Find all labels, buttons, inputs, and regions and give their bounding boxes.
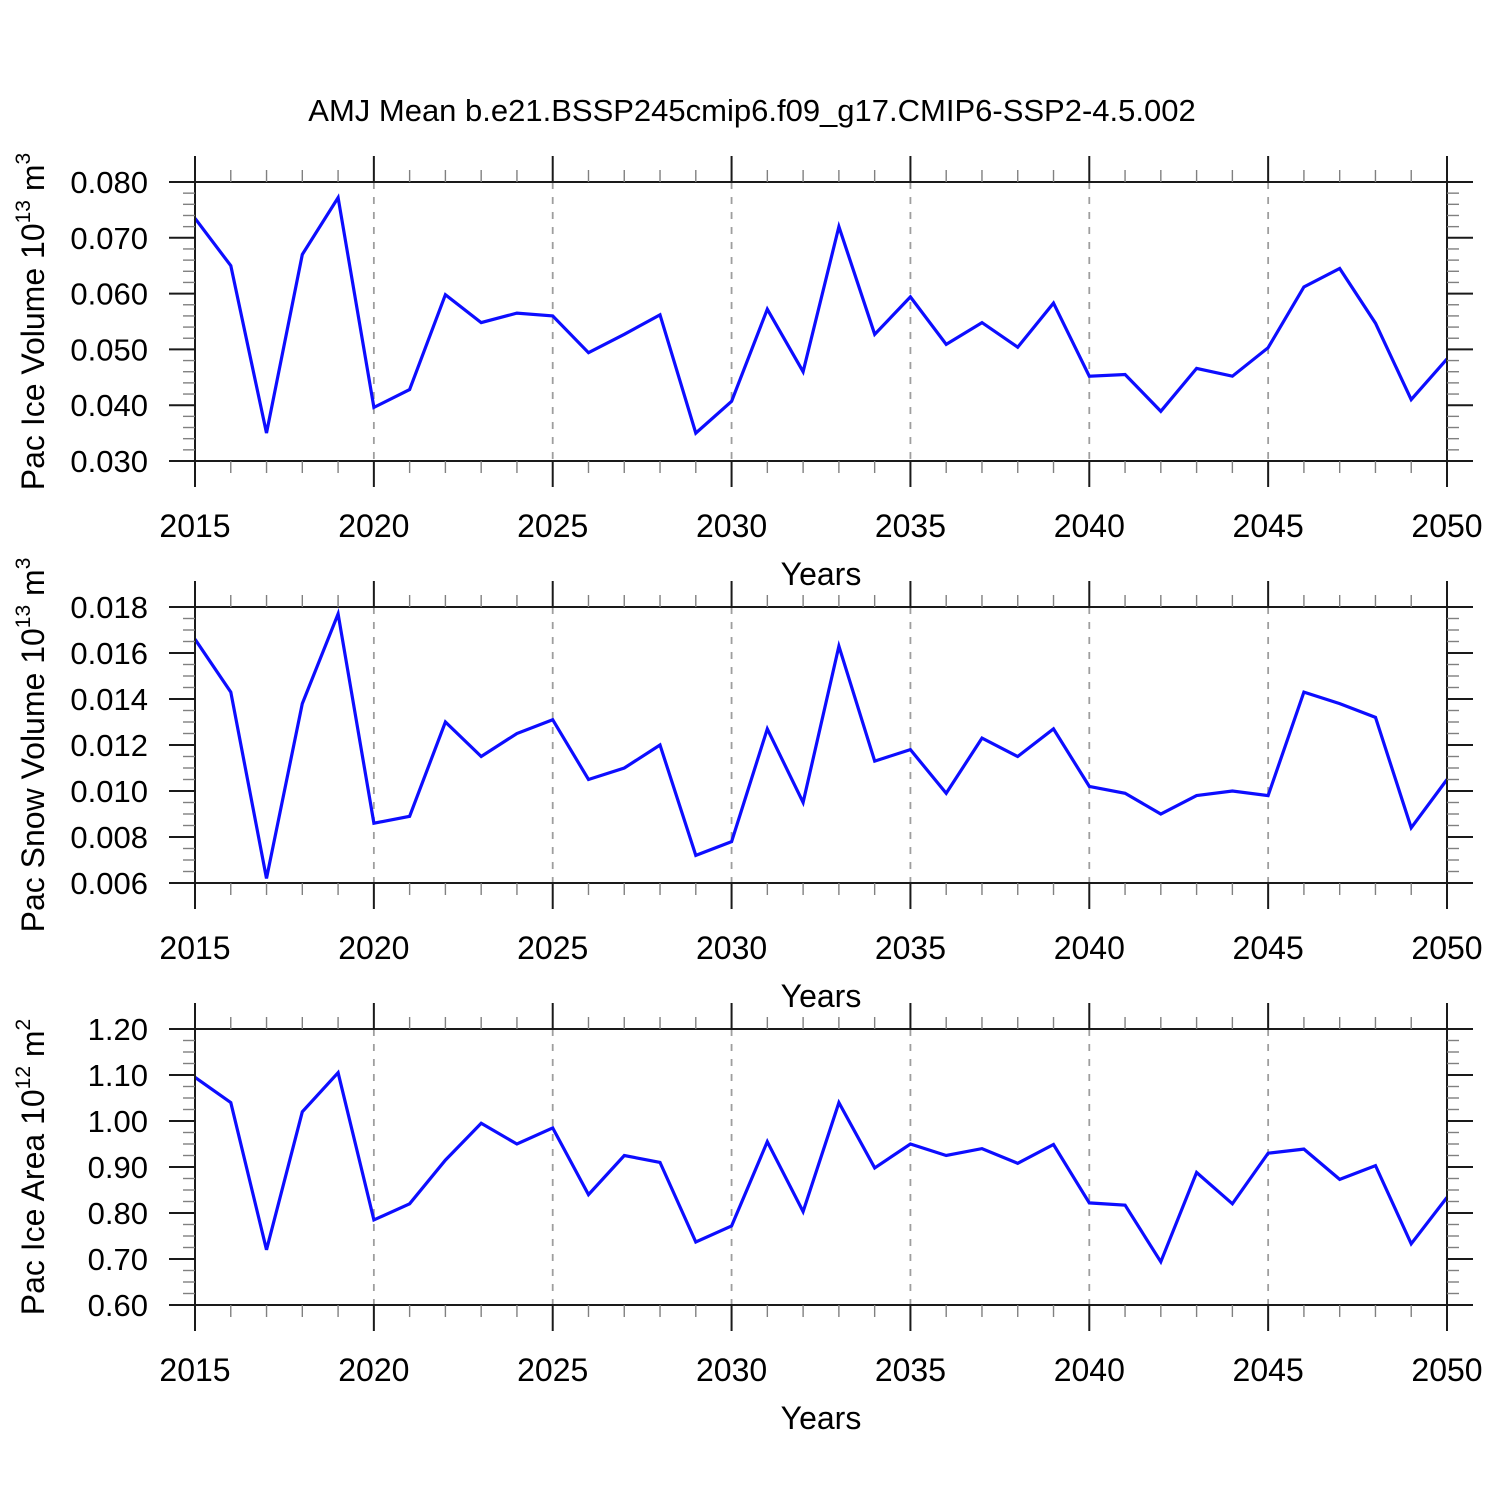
panel-2: 2015 2020 2025 2030 2035 2040 2045 2050 0.006 0.0…	[12, 558, 1483, 1014]
x-tick-label: 2040	[1054, 508, 1125, 544]
x-tick-label: 2025	[517, 508, 588, 544]
x-tick-label: 2035	[875, 508, 946, 544]
plot-frame	[194, 181, 1448, 462]
plot-frame	[194, 606, 1448, 884]
x-tick-label: 2020	[338, 508, 409, 544]
x-tick-label: 2045	[1233, 508, 1304, 544]
y-tick-label: 0.006	[70, 866, 148, 901]
y-axis-title: Pac Ice Volume 1013 m3	[12, 153, 51, 490]
x-tick-label: 2020	[338, 930, 409, 966]
y-tick-label: 0.70	[88, 1242, 148, 1277]
y-tick-label: 0.080	[70, 165, 148, 200]
y-tick-label: 0.070	[70, 221, 148, 256]
x-tick-label: 2045	[1233, 1352, 1304, 1388]
y-tick-label: 1.00	[88, 1104, 148, 1139]
y-tick-label: 0.014	[70, 682, 148, 717]
x-tick-label: 2040	[1054, 930, 1125, 966]
y-axis-title-text: m	[15, 569, 51, 605]
x-tick-label: 2025	[517, 930, 588, 966]
y-axis-title-superscript: 12	[12, 1066, 35, 1089]
data-line	[194, 1069, 1449, 1266]
x-axis-title: Years	[781, 1400, 862, 1436]
panel-1: 2015 2020 2025 2030 2035 2040 2045 2050 0.030 0.0…	[12, 153, 1483, 592]
x-tick-label: 2015	[159, 508, 230, 544]
y-axis-title: Pac Snow Volume 1013 m3	[12, 558, 51, 933]
x-tick-label: 2015	[159, 930, 230, 966]
y-axis-title-superscript: 13	[12, 605, 35, 628]
data-line	[193, 193, 1449, 436]
y-axis-title-superscript: 3	[12, 558, 35, 570]
x-tick-label: 2045	[1233, 930, 1304, 966]
y-tick-label: 0.018	[70, 590, 148, 625]
data-line	[193, 608, 1449, 879]
y-tick-label: 0.60	[88, 1288, 148, 1323]
x-tick-label: 2050	[1411, 508, 1482, 544]
y-axis-title-superscript: 3	[12, 153, 35, 165]
x-tick-label: 2050	[1411, 1352, 1482, 1388]
y-tick-label: 1.10	[88, 1058, 148, 1093]
x-tick-label: 2030	[696, 1352, 767, 1388]
x-tick-label: 2030	[696, 930, 767, 966]
y-tick-label: 0.012	[70, 728, 148, 763]
x-tick-label: 2020	[338, 1352, 409, 1388]
y-tick-label: 1.20	[88, 1012, 148, 1047]
x-tick-label: 2035	[875, 930, 946, 966]
x-axis-title: Years	[781, 556, 862, 592]
y-tick-label: 0.016	[70, 636, 148, 671]
y-axis-title-text: Pac Ice Area 10	[15, 1089, 51, 1315]
y-axis-title-text: m	[15, 164, 51, 200]
y-axis-title: Pac Ice Area 1012 m2	[12, 1019, 51, 1316]
y-tick-label: 0.010	[70, 774, 148, 809]
x-tick-label: 2050	[1411, 930, 1482, 966]
panel-3: 2015 2020 2025 2030 2035 2040 2045 2050 0.60 0.70…	[12, 1003, 1483, 1436]
y-tick-label: 0.060	[70, 277, 148, 312]
y-axis-title-superscript: 2	[12, 1019, 35, 1031]
y-axis-title-text: m	[15, 1030, 51, 1066]
y-tick-label: 0.90	[88, 1150, 148, 1185]
y-tick-label: 0.050	[70, 332, 148, 367]
x-axis-title: Years	[781, 978, 862, 1014]
y-axis-title-superscript: 13	[12, 200, 35, 223]
y-tick-label: 0.008	[70, 820, 148, 855]
chart-title: AMJ Mean b.e21.BSSP245cmip6.f09_g17.CMIP…	[308, 93, 1195, 128]
y-axis-title-text: Pac Ice Volume 10	[15, 223, 51, 490]
x-tick-label: 2015	[159, 1352, 230, 1388]
x-tick-label: 2030	[696, 508, 767, 544]
y-tick-label: 0.040	[70, 388, 148, 423]
x-tick-label: 2035	[875, 1352, 946, 1388]
y-tick-label: 0.80	[88, 1196, 148, 1231]
x-tick-label: 2040	[1054, 1352, 1125, 1388]
y-axis-title-text: Pac Snow Volume 10	[15, 628, 51, 932]
y-tick-label: 0.030	[70, 444, 148, 479]
x-tick-label: 2025	[517, 1352, 588, 1388]
